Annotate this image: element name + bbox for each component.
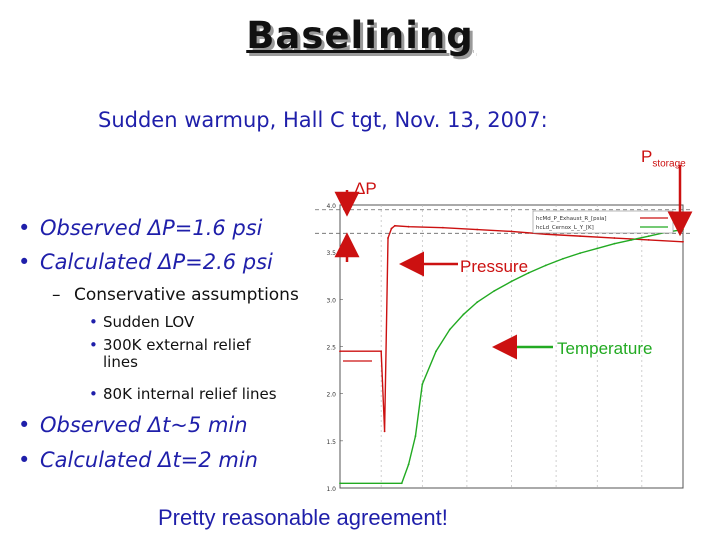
y-tick-label-6: 1.0 <box>326 486 336 493</box>
series-0-point-3 <box>387 237 389 239</box>
y-tick-label-0: 4.0 <box>326 203 336 210</box>
sub-sub-bullet-external-relief: 300K external relief lines <box>89 337 273 371</box>
y-tick-label-2: 3.0 <box>326 297 336 304</box>
series-1-point-10 <box>510 280 513 283</box>
pressure-label: Pressure <box>460 257 529 276</box>
series-1-point-20 <box>682 228 684 231</box>
legend-entry-0: hcMd_P_Exhaust_R_[psia] <box>536 216 607 222</box>
y-tick-label-3: 2.5 <box>326 345 336 352</box>
series-0-point-1 <box>380 350 383 353</box>
legend-entry-1: hcLd_Cernox_L_Y_[K] <box>536 225 594 231</box>
series-1-point-11 <box>527 272 530 274</box>
series-1-point-0 <box>339 482 341 485</box>
slide-subtitle: Sudden warmup, Hall C tgt, Nov. 13, 2007… <box>98 108 548 132</box>
series-0-point-0 <box>339 350 341 353</box>
sub-sub-bullet-sudden-lov: Sudden LOV <box>89 314 293 332</box>
delta-p-label: ΔP <box>354 179 377 198</box>
bullet-calculated-dp: Calculated ΔP=2.6 psi <box>18 250 273 274</box>
series-1-point-17 <box>630 239 633 241</box>
series-0-point-6 <box>407 225 410 228</box>
series-0-point-14 <box>682 240 684 243</box>
series-1-point-13 <box>562 257 564 260</box>
series-0-point-9 <box>510 230 513 233</box>
series-1-point-3 <box>414 435 417 438</box>
series-0-point-8 <box>476 228 479 231</box>
series-0-point-4 <box>390 227 393 230</box>
series-0-point-2 <box>383 430 386 433</box>
series-1-point-4 <box>421 383 424 386</box>
sub-bullet-conservative: Conservative assumptions <box>52 285 299 305</box>
bullet-calculated-dt: Calculated Δt=2 min <box>18 448 258 472</box>
pstorage-label: Pstorage <box>641 147 686 169</box>
bullet-observed-dp: Observed ΔP=1.6 psi <box>18 216 262 240</box>
y-tick-label-4: 2.0 <box>326 392 336 399</box>
y-tick-label-1: 3.5 <box>326 250 336 257</box>
series-1-point-15 <box>596 247 599 250</box>
series-1-point-1 <box>400 482 403 485</box>
series-1-point-5 <box>435 350 437 353</box>
footer-text: Pretty reasonable agreement! <box>158 505 448 530</box>
series-1-point-18 <box>647 235 650 238</box>
pstorage-label-sub: storage <box>652 158 686 170</box>
series-1-point-16 <box>613 242 616 245</box>
series-1-point-8 <box>476 301 479 304</box>
series-0-point-5 <box>393 224 396 227</box>
temperature-label: Temperature <box>557 339 653 358</box>
series-1-point-7 <box>462 313 465 316</box>
slide-title: Baselining <box>246 14 474 57</box>
series-1-point-14 <box>579 252 581 255</box>
series-0-point-11 <box>579 235 581 238</box>
series-1-point-12 <box>544 264 547 267</box>
series-1-point-2 <box>407 463 410 466</box>
series-0-point-13 <box>647 239 650 241</box>
pstorage-label-main: P <box>641 147 653 166</box>
y-tick-label-5: 1.5 <box>326 439 336 446</box>
series-1-point-6 <box>448 328 451 331</box>
series-1-point-9 <box>493 289 496 292</box>
series-0-point-10 <box>544 233 547 236</box>
sub-sub-bullet-internal-relief: 80K internal relief lines <box>89 386 303 404</box>
series-0-point-12 <box>613 237 616 239</box>
series-0-point-7 <box>442 226 444 229</box>
bullet-observed-dt: Observed Δt~5 min <box>18 413 247 437</box>
